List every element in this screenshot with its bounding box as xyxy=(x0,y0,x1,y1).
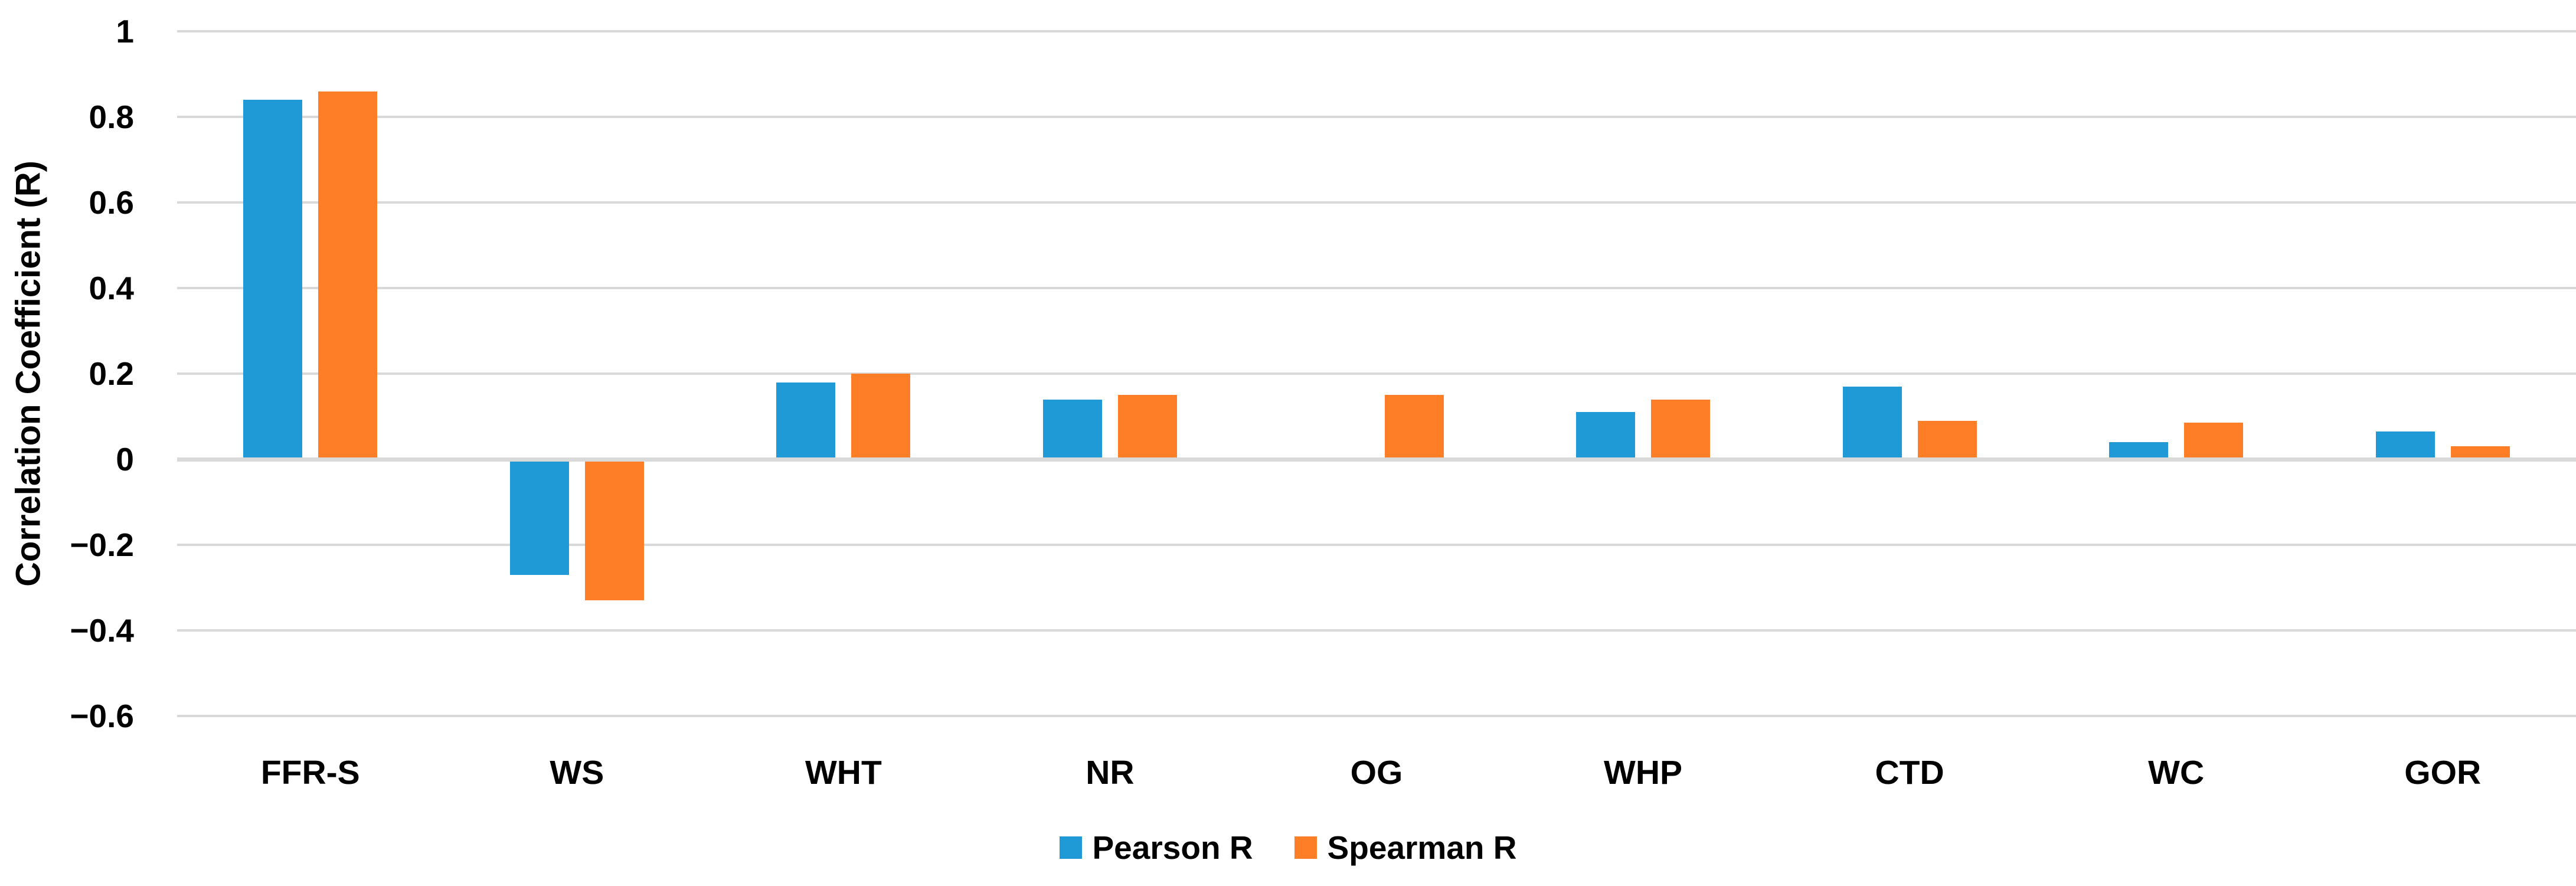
y-tick-label-0.8: 0.8 xyxy=(89,99,134,135)
gridline-y-−0.2 xyxy=(177,544,2576,546)
bar-spearman-r-ctd xyxy=(1917,420,1977,459)
x-category-label-wht: WHT xyxy=(805,754,882,792)
legend-item-spearman-r: Spearman R xyxy=(1294,829,1517,866)
y-tick-label-0: 0 xyxy=(116,441,134,478)
bar-pearson-r-wht xyxy=(776,382,836,459)
legend-label: Spearman R xyxy=(1327,829,1517,866)
gridline-y-0.4 xyxy=(177,287,2576,289)
x-category-label-ffr-s: FFR-S xyxy=(260,754,360,792)
y-tick-label-1: 1 xyxy=(116,13,134,50)
x-category-label-nr: NR xyxy=(1086,754,1135,792)
legend-item-pearson-r: Pearson R xyxy=(1059,829,1253,866)
y-tick-label-0.6: 0.6 xyxy=(89,184,134,221)
bar-spearman-r-ffr-s xyxy=(318,91,378,459)
x-category-label-wc: WC xyxy=(2148,754,2205,792)
y-tick-label-−0.2: −0.2 xyxy=(70,527,134,563)
gridline-y-0.8 xyxy=(177,116,2576,118)
bar-pearson-r-nr xyxy=(1042,399,1102,459)
bar-pearson-r-whp xyxy=(1576,412,1636,459)
legend-swatch-icon xyxy=(1294,836,1317,859)
bar-pearson-r-gor xyxy=(2375,431,2435,459)
bar-pearson-r-ctd xyxy=(1842,386,1902,459)
x-category-label-whp: WHP xyxy=(1604,754,1683,792)
zero-axis-line xyxy=(177,457,2576,462)
legend-label: Pearson R xyxy=(1092,829,1253,866)
bar-spearman-r-ws xyxy=(584,459,644,601)
x-category-label-og: OG xyxy=(1350,754,1403,792)
y-tick-label-0.4: 0.4 xyxy=(89,270,134,306)
bar-pearson-r-wc xyxy=(2109,442,2169,459)
bar-pearson-r-ffr-s xyxy=(243,100,303,459)
bar-spearman-r-wc xyxy=(2184,423,2244,459)
gridline-y-0.2 xyxy=(177,372,2576,375)
x-category-label-gor: GOR xyxy=(2404,754,2482,792)
x-category-label-ws: WS xyxy=(550,754,604,792)
y-tick-label-−0.4: −0.4 xyxy=(70,612,134,649)
legend: Pearson R Spearman R xyxy=(0,829,2576,866)
bar-spearman-r-wht xyxy=(851,374,911,459)
bar-spearman-r-gor xyxy=(2450,446,2510,459)
x-category-label-ctd: CTD xyxy=(1875,754,1944,792)
y-tick-label-0.2: 0.2 xyxy=(89,355,134,392)
gridline-y-−0.6 xyxy=(177,715,2576,717)
bar-spearman-r-og xyxy=(1384,395,1444,459)
y-tick-label-−0.6: −0.6 xyxy=(70,698,134,734)
bar-pearson-r-ws xyxy=(509,459,569,575)
bar-spearman-r-whp xyxy=(1651,399,1711,459)
gridline-y-1 xyxy=(177,30,2576,32)
gridline-y-−0.4 xyxy=(177,629,2576,632)
bar-spearman-r-nr xyxy=(1117,395,1177,459)
gridline-y-0.6 xyxy=(177,201,2576,204)
legend-swatch-icon xyxy=(1059,836,1082,859)
